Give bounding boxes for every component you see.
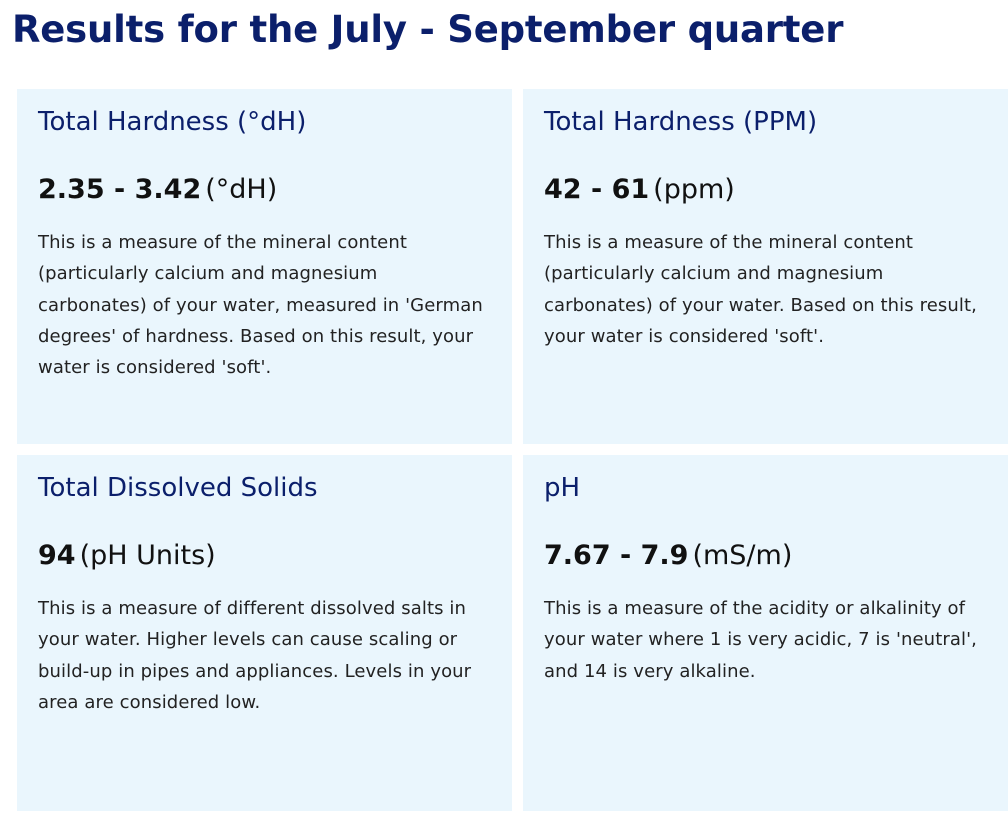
card-title: Total Hardness (°dH) [38, 107, 307, 137]
card-description: This is a measure of the mineral content… [544, 232, 977, 347]
card-value: 42 - 61 (ppm) [544, 173, 988, 207]
value-number: 7.67 - 7.9 [544, 540, 689, 571]
card-total-hardness-ppm: Total Hardness (PPM) 42 - 61 (ppm) This i… [523, 89, 1008, 444]
value-unit: (pH Units) [79, 540, 216, 571]
card-total-hardness-dh: Total Hardness (°dH) 2.35 - 3.42 (°dH) Th… [17, 89, 512, 444]
card-value: 94 (pH Units) [38, 539, 492, 573]
value-number: 2.35 - 3.42 [38, 174, 202, 205]
card-title: Total Hardness (PPM) [544, 107, 818, 137]
card-description: This is a measure of the mineral content… [38, 232, 483, 379]
card-description: This is a measure of the acidity or alka… [544, 598, 977, 682]
card-value: 7.67 - 7.9 (mS/m) [544, 539, 988, 573]
value-number: 42 - 61 [544, 174, 650, 205]
value-unit: (ppm) [653, 174, 735, 205]
card-description: This is a measure of different dissolved… [38, 598, 472, 713]
card-title: pH [544, 473, 581, 503]
page-title: Results for the July - September quarter [12, 8, 844, 51]
card-total-dissolved-solids: Total Dissolved Solids 94 (pH Units) This… [17, 455, 512, 811]
value-unit: (mS/m) [692, 540, 793, 571]
value-unit: (°dH) [205, 174, 278, 205]
card-title: Total Dissolved Solids [38, 473, 318, 503]
value-number: 94 [38, 540, 76, 571]
card-value: 2.35 - 3.42 (°dH) [38, 173, 492, 207]
card-ph: pH 7.67 - 7.9 (mS/m) This is a measure of… [523, 455, 1008, 811]
